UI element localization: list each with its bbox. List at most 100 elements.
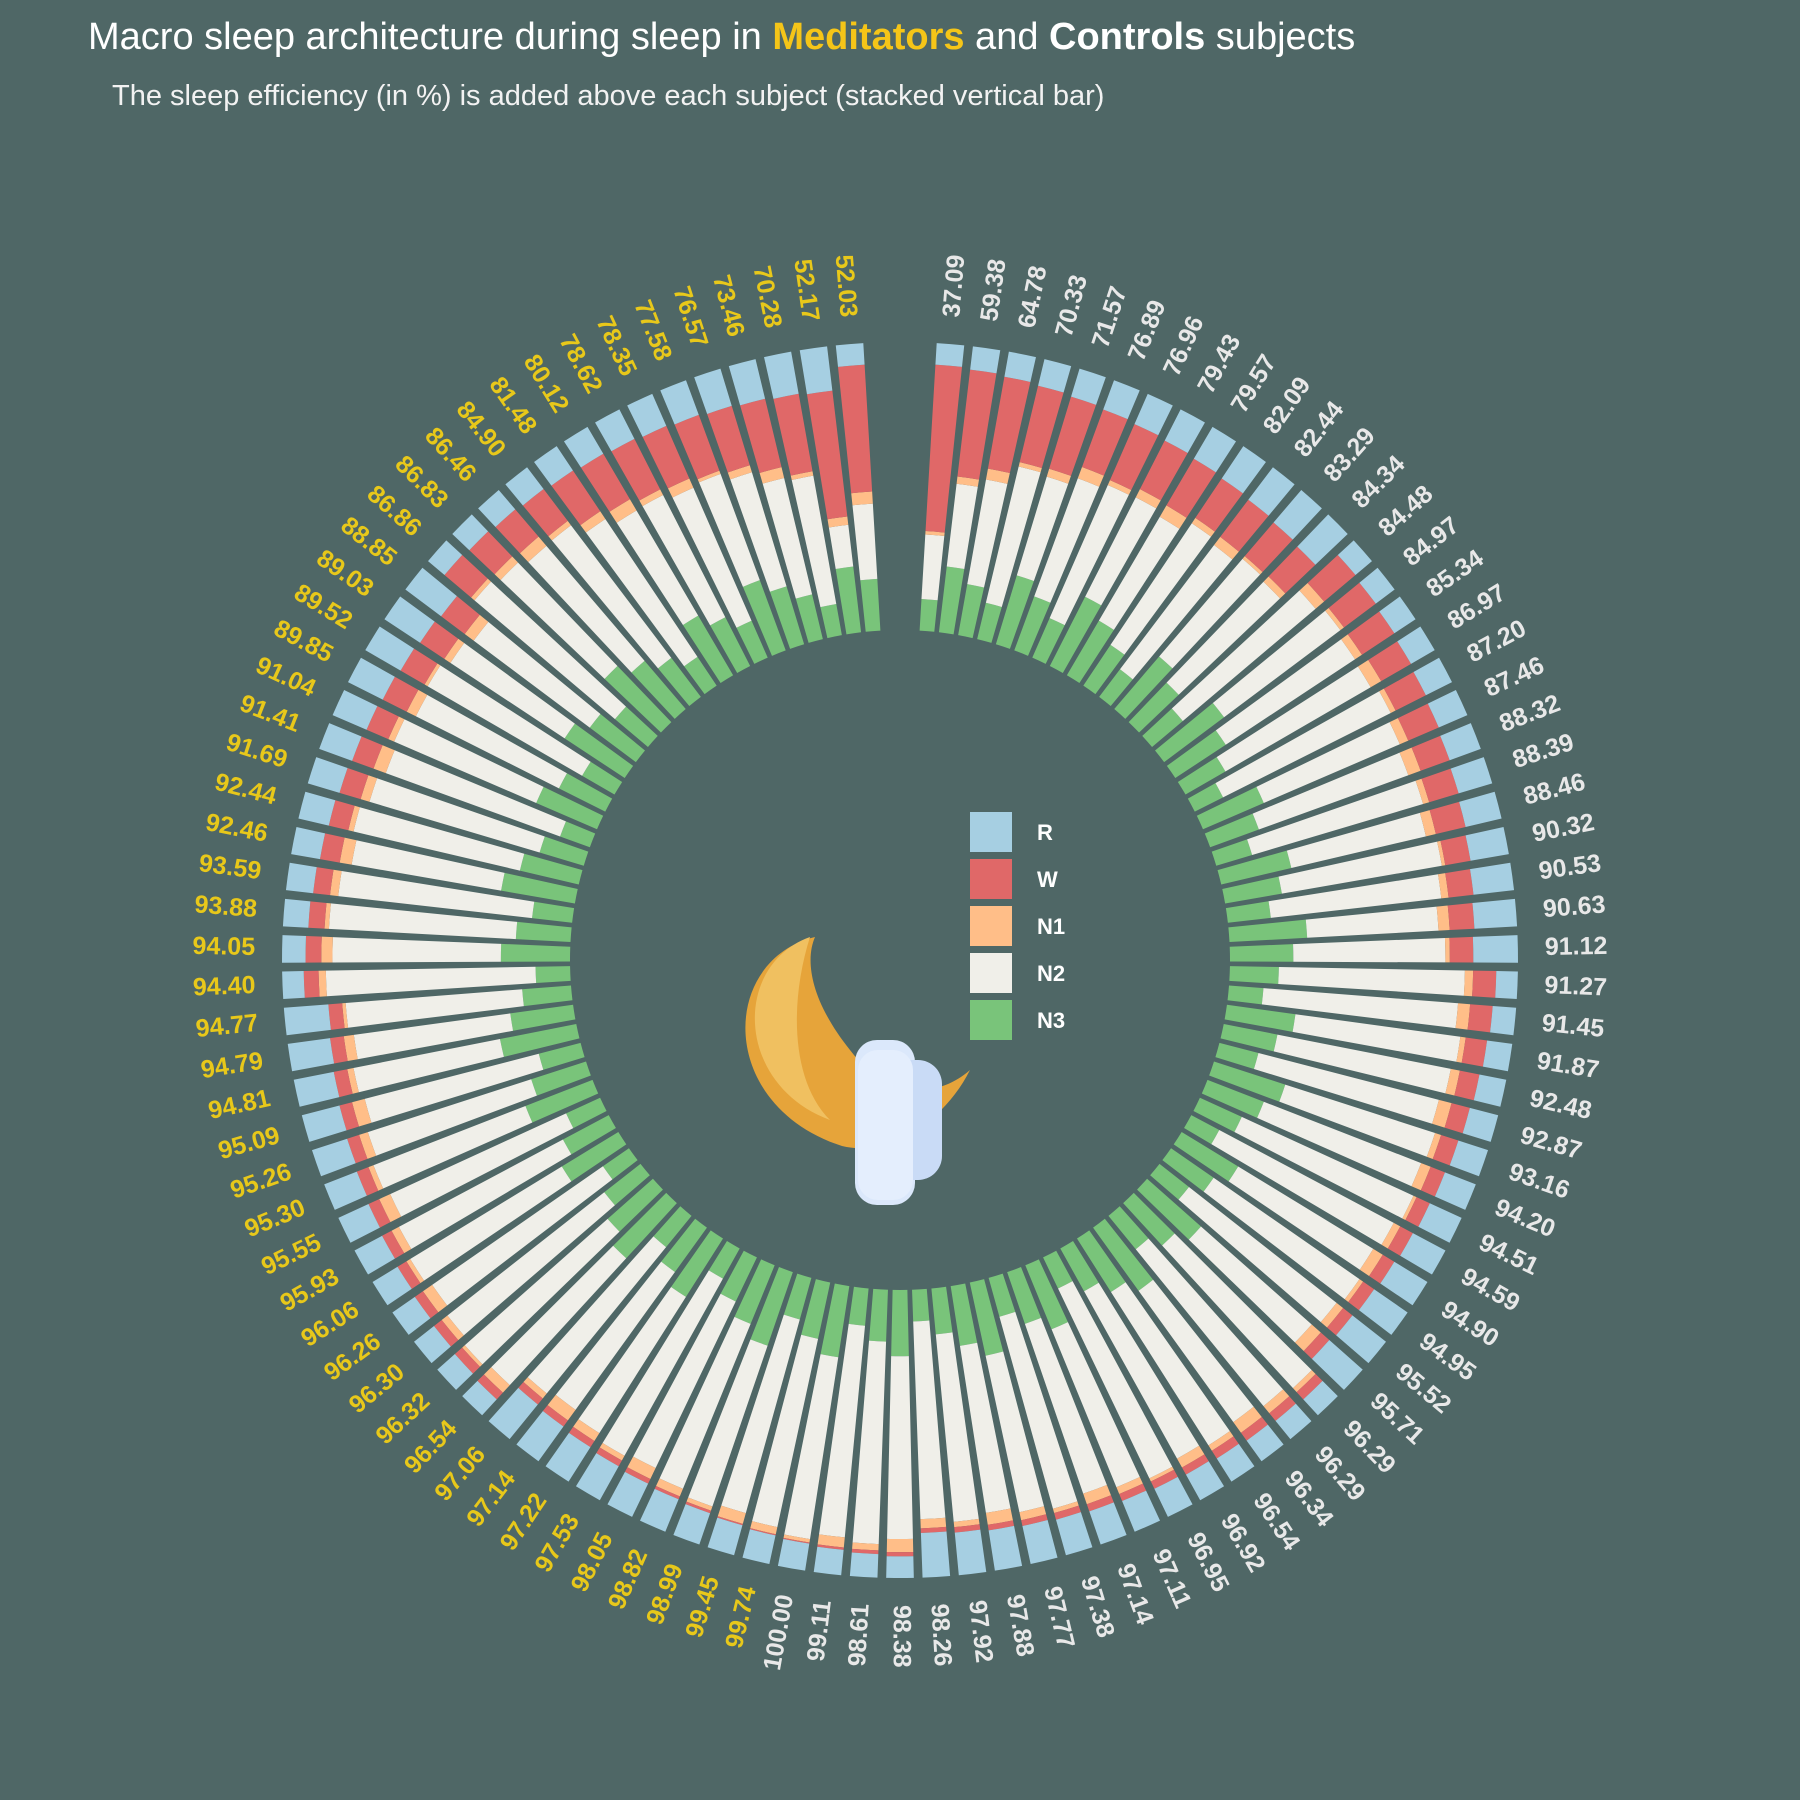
controls-bar-segment-r [1495,971,1518,1000]
meditators-bar-segment-n2 [688,1339,768,1507]
controls-bar-segment-n2 [1084,1282,1200,1459]
meditators-bar-segment-n2 [527,1236,667,1394]
controls-bar-segment-n2 [1178,1186,1337,1323]
meditators-bar-segment-w [477,1374,503,1400]
controls-bar-segment-w [1150,1469,1178,1489]
meditators-bar-segment-n1 [342,1002,349,1029]
meditators-bar-segment-n3 [769,586,805,649]
meditators-bar-segment-n2 [369,778,545,853]
controls-bar-segment-n1 [1135,489,1161,509]
controls-bar-segment-r [1450,757,1493,794]
title-controls: Controls [1049,16,1206,58]
controls-bar-segment-n2 [1257,1101,1422,1187]
meditators-bar-segment-w [339,767,369,800]
controls-bar-segment-n1 [852,1542,879,1551]
controls-bar-segment-r [954,1529,987,1576]
controls-bar-segment-r [935,343,965,367]
meditators-bar-segment-r [319,723,362,761]
controls-bar-segment-w [1082,409,1128,476]
controls-bar-segment-n1 [986,468,1010,484]
meditators-bar-segment-n2 [828,524,854,570]
meditators-bar-segment-w [414,1291,439,1319]
meditators-bar-segment-w [420,621,459,659]
meditators-bar-segment-n3 [607,1178,663,1232]
controls-bar-segment-n1 [956,476,979,487]
meditators-bar-segment-r [384,596,435,643]
meditators-bar-segment-w [580,453,630,512]
meditators-bar-segment-n1 [406,1259,425,1284]
controls-bar-segment-n3 [1229,944,1294,962]
controls-bar-segment-n3 [1222,876,1282,904]
meditators-bar-segment-r [354,1235,395,1275]
controls-bar-segment-n1 [886,1538,914,1553]
meditators-bar-segment-n3 [566,1097,607,1129]
meditators-bar-segment-r [282,898,311,928]
meditators-efficiency-label: 91.41 [236,689,305,738]
controls-bar-segment-r [1490,1005,1517,1036]
meditators-bar-segment-n3 [631,660,686,719]
meditators-bar-segment-n1 [462,1345,483,1367]
meditators-bar-segment-w [382,1230,405,1259]
controls-bar-segment-n3 [820,1283,850,1358]
meditators-bar-segment-n1 [656,1478,683,1497]
meditators-bar-segment-w [397,1261,421,1289]
controls-bar-segment-r [1004,351,1036,382]
meditators-bar-segment-r [742,1529,776,1565]
bars-layer [282,343,1518,1579]
controls-bar-segment-n1 [925,531,945,537]
meditators-bar-segment-w [568,1426,595,1448]
legend-swatch-r [970,812,1012,852]
meditators-bar-segment-n1 [759,467,785,484]
controls-bar-segment-n1 [1299,582,1325,609]
controls-efficiency-label: 97.77 [1038,1584,1080,1651]
meditators-bar-segment-n1 [359,1132,377,1159]
controls-bar-segment-w [1432,1134,1459,1166]
controls-bar-segment-w [817,1544,844,1550]
controls-bar-segment-n2 [1273,1034,1451,1094]
meditators-bar-segment-n3 [613,1192,677,1259]
title-mid: and [964,16,1050,58]
meditators-bar-segment-n3 [661,1218,707,1273]
meditators-bar-segment-r [413,1326,451,1364]
controls-bar-segment-r [1449,1140,1489,1177]
controls-efficiency-label: 91.45 [1541,1009,1606,1043]
controls-bar-segment-n2 [999,1311,1078,1509]
controls-bar-segment-w [1327,1308,1353,1336]
meditators-bar-segment-n3 [532,901,575,923]
controls-bar-segment-r [1246,1424,1284,1462]
meditators-bar-segment-w [469,531,513,575]
controls-bar-segment-n1 [985,1508,1013,1525]
controls-bar-segment-w [1445,869,1474,898]
controls-bar-segment-r [1482,1040,1513,1072]
meditators-bar-segment-n2 [373,1105,533,1189]
controls-efficiency-label: 90.32 [1530,808,1597,848]
controls-bar-segment-n1 [1077,466,1104,487]
meditators-efficiency-label: 52.03 [830,254,863,319]
controls-bar-segment-n3 [869,1288,888,1342]
meditators-bar-segment-n1 [523,1377,547,1399]
controls-bar-segment-n3 [1220,1023,1278,1052]
controls-bar-segment-w [1429,801,1466,834]
meditators-efficiency-label: 98.99 [641,1560,689,1628]
legend-swatch-w [970,859,1012,899]
controls-bar-segment-w [1447,903,1475,931]
meditators-bar-segment-n1 [717,1505,746,1524]
meditators-bar-segment-w [400,648,438,685]
controls-bar-segment-r [1359,567,1395,604]
meditators-bar-segment-w [596,1447,622,1467]
controls-efficiency-label: 97.38 [1075,1573,1120,1641]
controls-efficiency-label: 88.39 [1509,728,1577,774]
controls-efficiency-label: 91.12 [1545,932,1608,961]
controls-bar-segment-n2 [1216,666,1371,772]
meditators-bar-segment-r [307,757,348,793]
meditators-bar-segment-n2 [642,495,726,626]
meditators-bar-segment-n3 [539,836,589,866]
meditators-bar-segment-n1 [391,1226,412,1254]
meditators-bar-segment-n2 [415,694,567,789]
controls-bar-segment-n2 [1085,497,1157,606]
controls-bar-segment-r [849,1552,879,1578]
meditators-bar-segment-n2 [551,525,672,669]
controls-bar-segment-r [1134,393,1173,436]
controls-bar-segment-n3 [1142,708,1183,747]
